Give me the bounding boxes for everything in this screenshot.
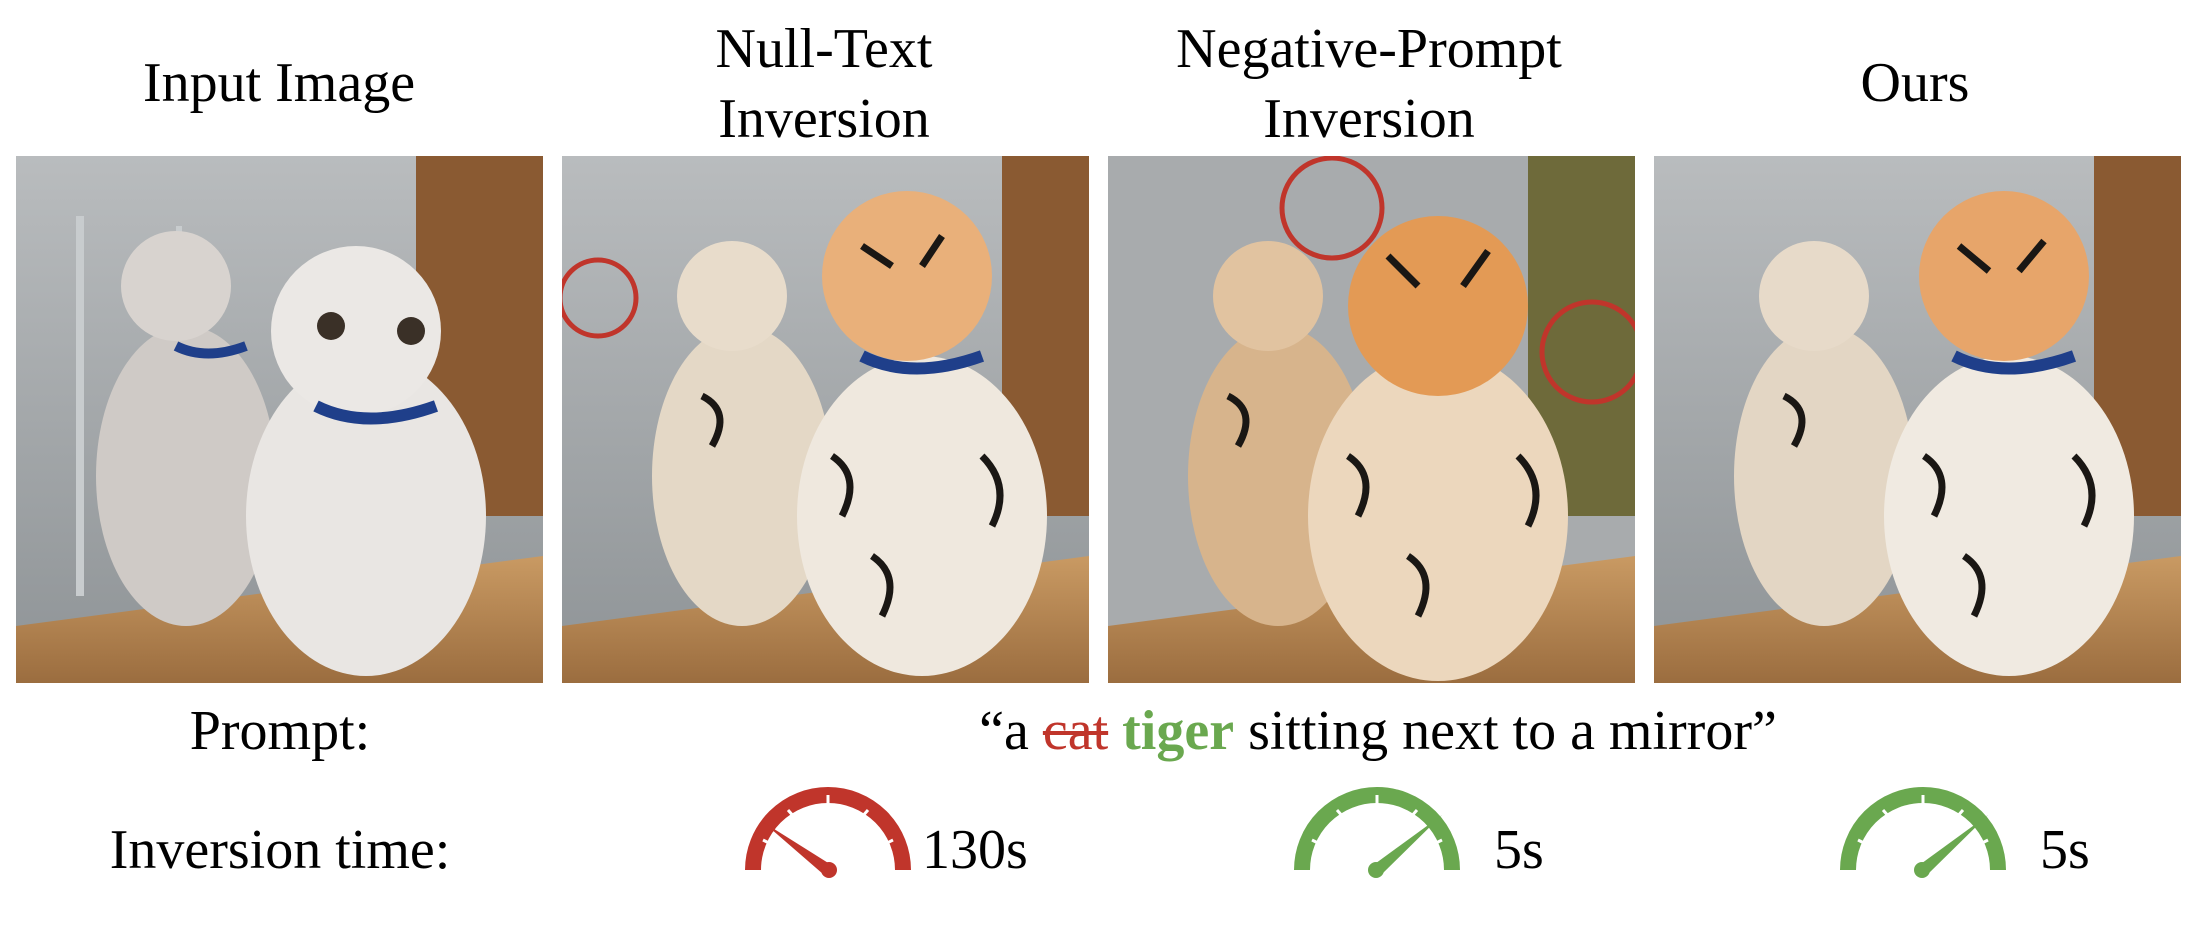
negative-prompt-result-panel bbox=[1108, 156, 1635, 683]
prompt-removed-word: cat bbox=[1042, 700, 1109, 762]
column-title-null-text: Null-Text Inversion bbox=[715, 18, 933, 150]
speedometer-fast-icon bbox=[1292, 780, 1462, 880]
prompt-label: Prompt: bbox=[189, 700, 371, 762]
inversion-time-label: Inversion time: bbox=[109, 819, 451, 881]
prompt-added-word: tiger bbox=[1122, 700, 1235, 762]
column-title-input: Input Image bbox=[142, 52, 416, 114]
speedometer-fast-icon bbox=[1838, 780, 2008, 880]
inversion-time-ours: 5s bbox=[2040, 819, 2090, 881]
column-title-negative-prompt: Negative-Prompt Inversion bbox=[1176, 18, 1562, 150]
column-title-ours: Ours bbox=[1860, 52, 1970, 114]
inversion-time-null-text: 130s bbox=[922, 819, 1028, 881]
prompt-rest: sitting next to a mirror” bbox=[1248, 700, 1777, 762]
prompt-open: “a bbox=[979, 700, 1029, 762]
inversion-time-negative-prompt: 5s bbox=[1494, 819, 1544, 881]
null-text-result-panel bbox=[562, 156, 1089, 683]
input-image-panel bbox=[16, 156, 543, 683]
prompt-text: “a cat tiger sitting next to a mirror” bbox=[560, 696, 2196, 766]
ours-result-panel bbox=[1654, 156, 2181, 683]
speedometer-slow-icon bbox=[743, 780, 913, 880]
